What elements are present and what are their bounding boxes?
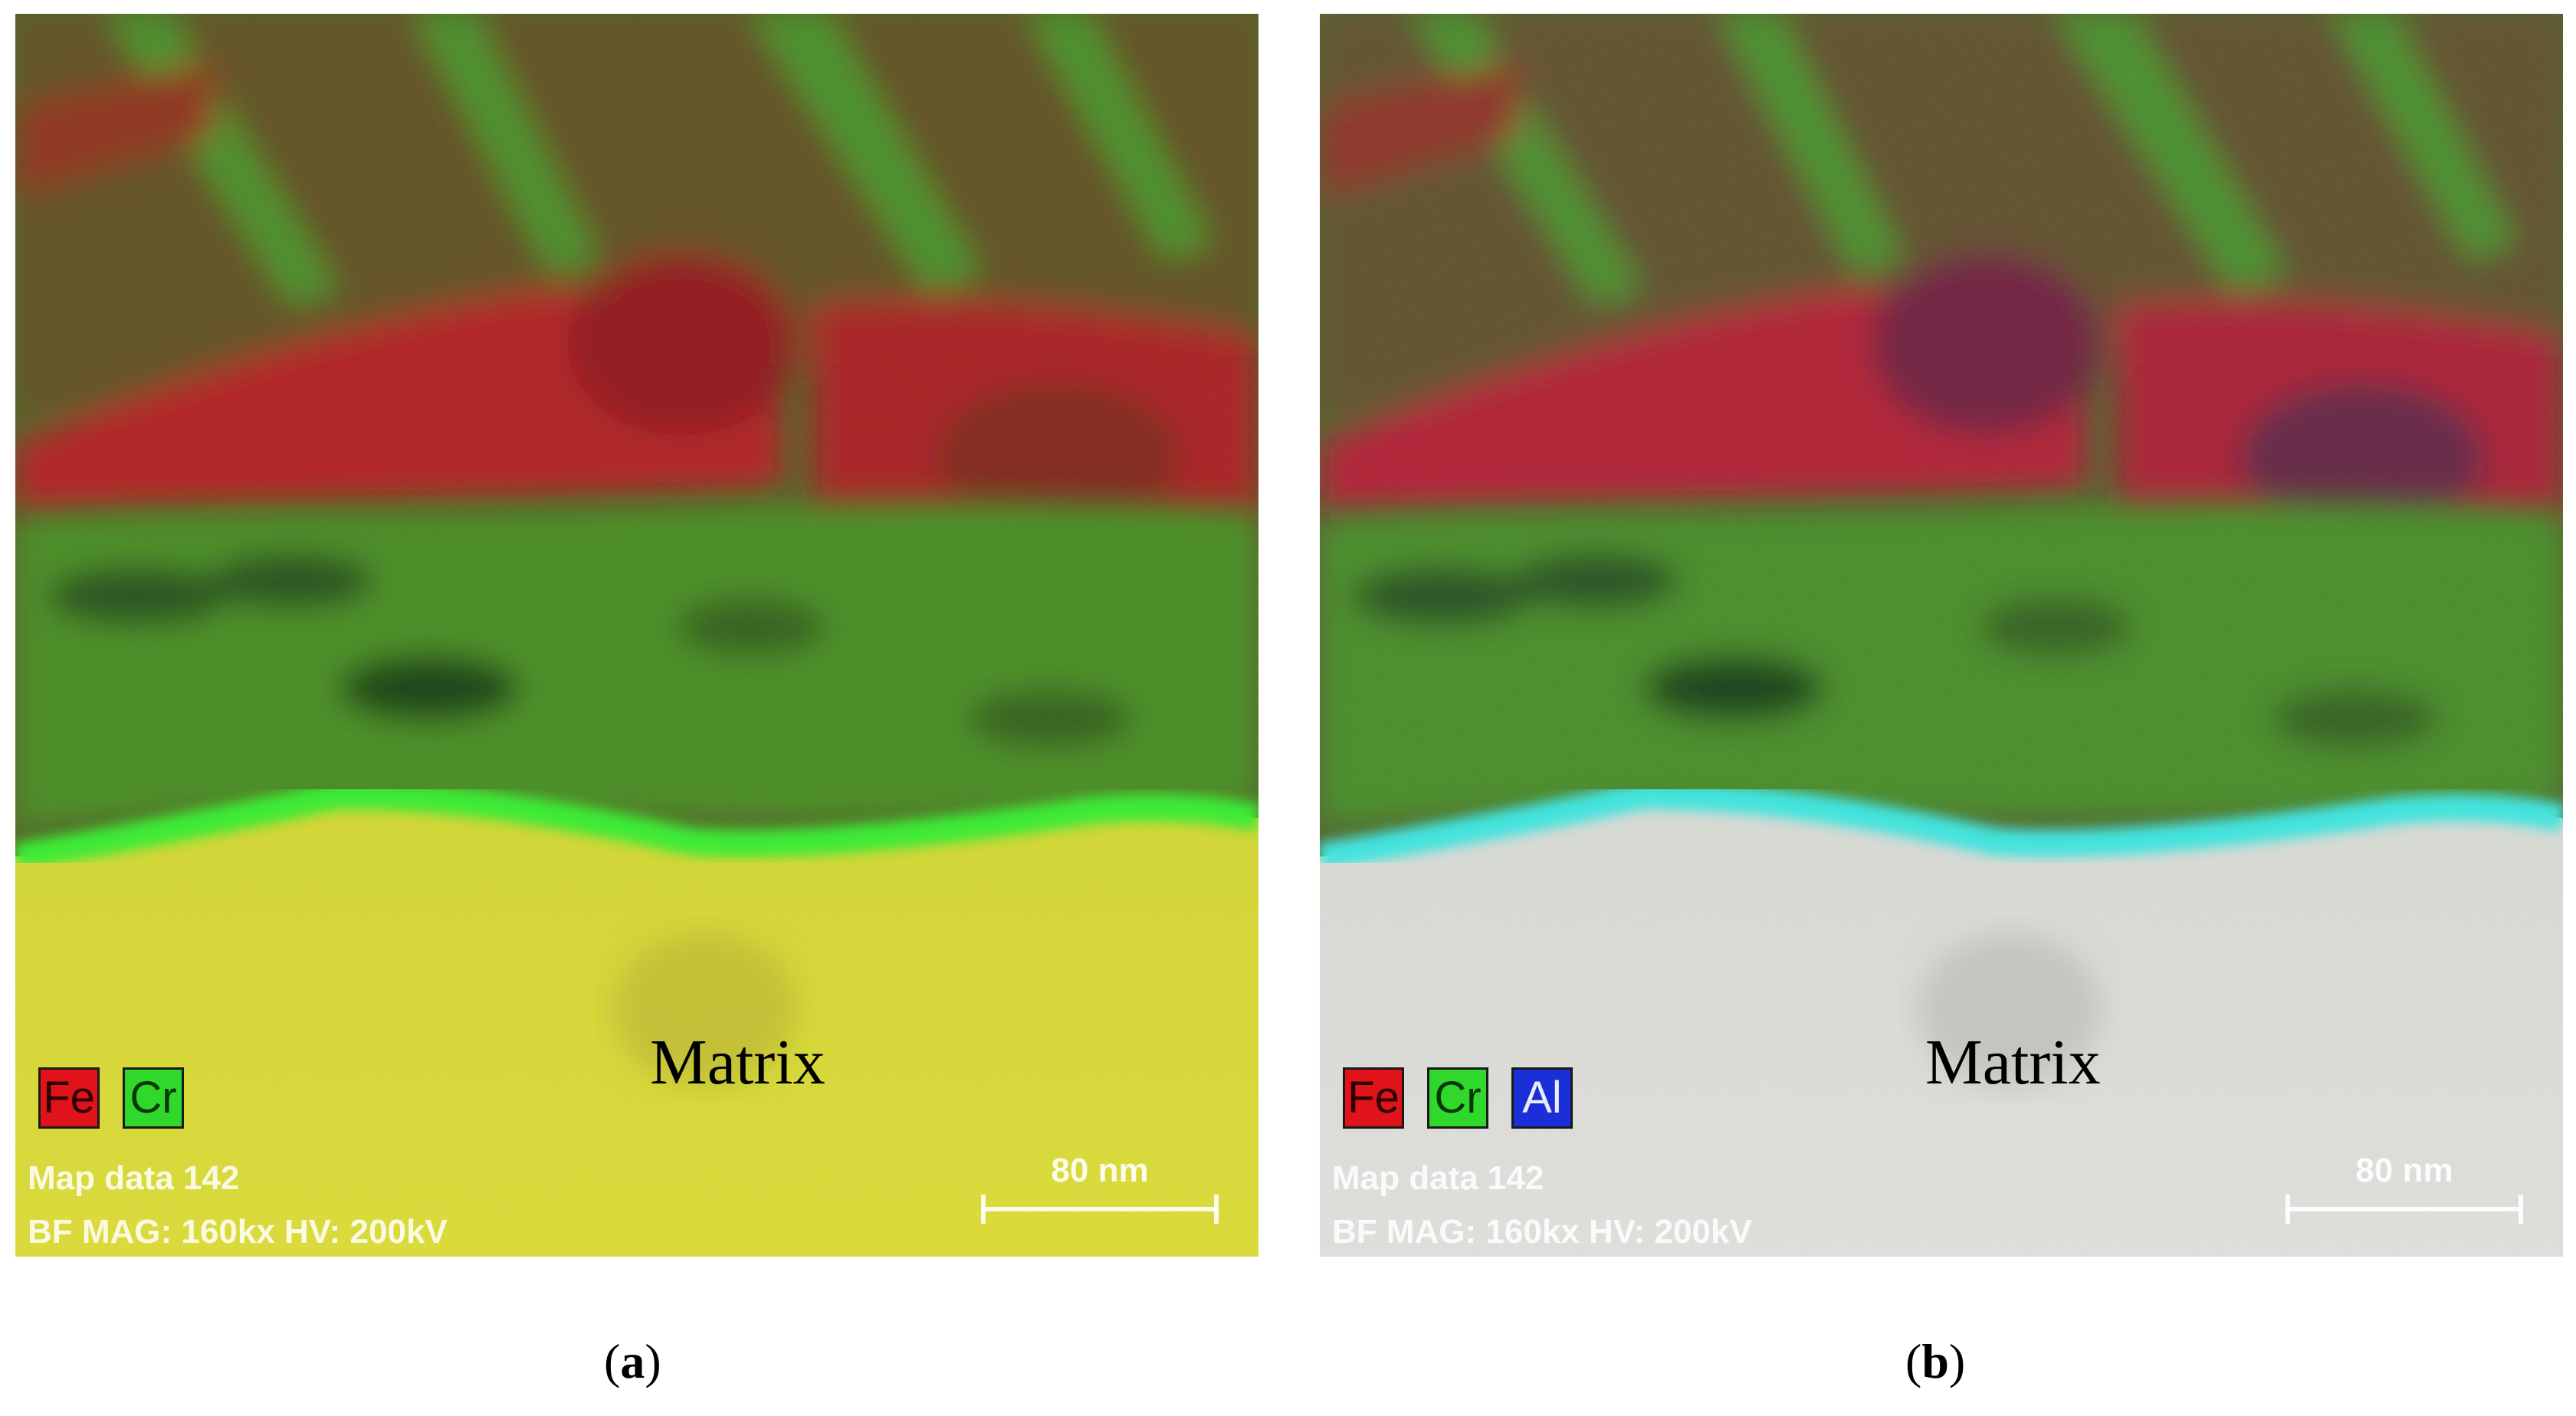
legend-cr: Cr: [1427, 1067, 1488, 1129]
scale-bar-label: 80 nm: [2355, 1152, 2453, 1189]
legend-cr: Cr: [123, 1067, 184, 1129]
eds-map-panel-a: Matrix Fe Cr Map data 142 BF MAG: 160kx …: [15, 14, 1258, 1257]
matrix-label: Matrix: [650, 1027, 825, 1098]
legend-fe: Fe: [1343, 1067, 1404, 1129]
element-legend: Fe Cr Al: [1343, 1067, 1573, 1129]
scale-bar-tick-left: [981, 1195, 986, 1224]
scale-bar-tick-left: [2286, 1195, 2290, 1224]
legend-al: Al: [1511, 1067, 1573, 1129]
caption-b: (b): [1905, 1334, 1966, 1388]
scale-bar-tick-right: [1214, 1195, 1219, 1224]
map-data-text: Map data 142: [1332, 1159, 1544, 1197]
scale-bar-line: [981, 1207, 1219, 1211]
caption-letter: a: [620, 1334, 645, 1388]
map-data-text: Map data 142: [28, 1159, 240, 1197]
acquisition-info: Map data 142 BF MAG: 160kx HV: 200kV: [1332, 1152, 1752, 1257]
scale-bar-tick-right: [2519, 1195, 2523, 1224]
scale-bar-label: 80 nm: [1051, 1152, 1149, 1189]
eds-map-panel-b: Matrix Fe Cr Al Map data 142 BF MAG: 160…: [1320, 14, 2563, 1257]
acquisition-info: Map data 142 BF MAG: 160kx HV: 200kV: [28, 1152, 448, 1257]
scale-bar-line: [2286, 1207, 2523, 1211]
magnification-text: BF MAG: 160kx HV: 200kV: [1332, 1213, 1752, 1250]
matrix-label: Matrix: [1925, 1027, 2101, 1098]
element-legend: Fe Cr: [38, 1067, 184, 1129]
magnification-text: BF MAG: 160kx HV: 200kV: [28, 1213, 448, 1250]
caption-letter: b: [1921, 1334, 1949, 1388]
caption-a: (a): [604, 1334, 661, 1388]
legend-fe: Fe: [38, 1067, 100, 1129]
eds-map-image-b: [1320, 14, 2563, 1257]
scale-bar: 80 nm: [2278, 1152, 2531, 1228]
eds-map-image-a: [15, 14, 1258, 1257]
scale-bar: 80 nm: [973, 1152, 1226, 1228]
